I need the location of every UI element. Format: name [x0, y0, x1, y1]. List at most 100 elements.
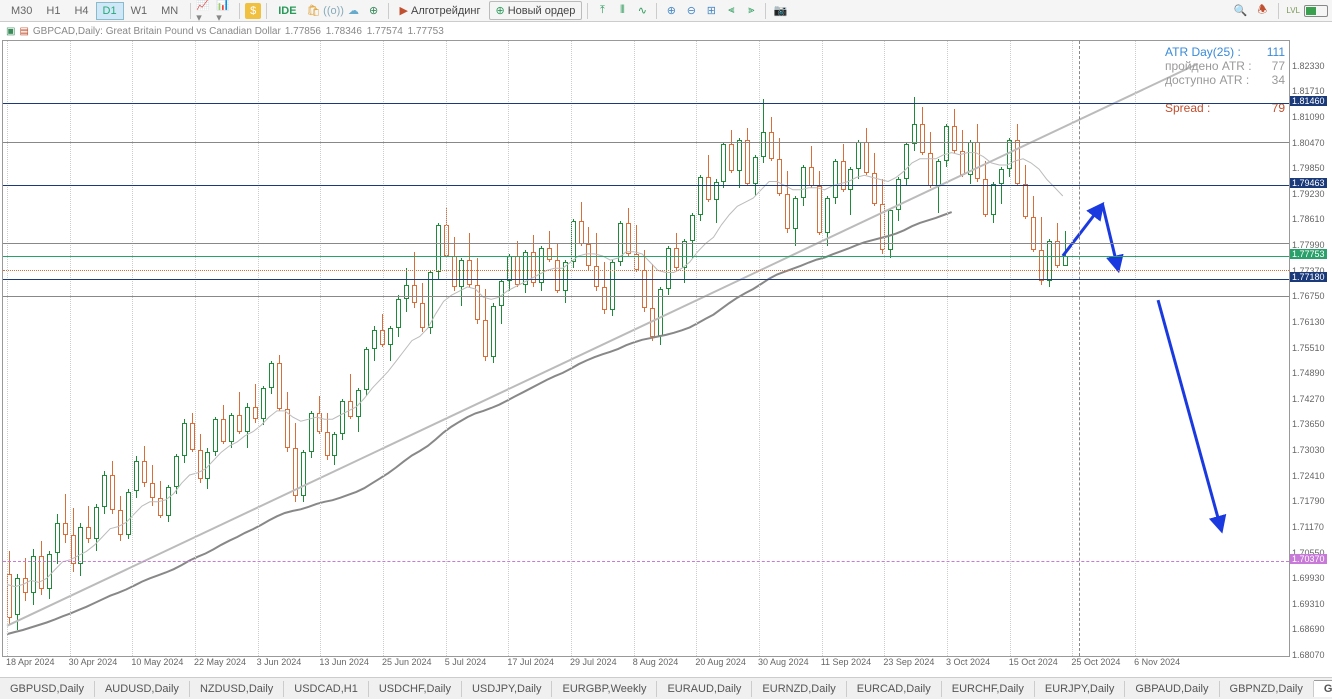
separator [656, 3, 657, 19]
atr-avail-label: доступно ATR : [1165, 73, 1249, 87]
price-tick: 1.75510 [1292, 343, 1325, 353]
price-marker: 1.70370 [1290, 554, 1327, 564]
price-tick: 1.74890 [1292, 368, 1325, 378]
dollar-icon[interactable]: $ [245, 3, 261, 19]
tab-eurgbp-weekly[interactable]: EURGBP,Weekly [552, 681, 657, 697]
alerts-icon[interactable]: 🕭 [1253, 2, 1271, 20]
new-order-button[interactable]: ⊕Новый ордер [489, 1, 583, 20]
zoom-in-icon[interactable]: ⊕ [662, 2, 680, 20]
tab-euraud-daily[interactable]: EURAUD,Daily [657, 681, 752, 697]
date-tick: 30 Aug 2024 [758, 657, 809, 667]
price-tick: 1.68690 [1292, 624, 1325, 634]
tab-eurnzd-daily[interactable]: EURNZD,Daily [752, 681, 846, 697]
date-tick: 25 Oct 2024 [1071, 657, 1120, 667]
window-icon: ▣ [6, 26, 15, 37]
price-tick: 1.79230 [1292, 189, 1325, 199]
separator [587, 3, 588, 19]
level-line [3, 296, 1289, 297]
date-tick: 13 Jun 2024 [319, 657, 369, 667]
date-tick: 5 Jul 2024 [445, 657, 487, 667]
tab-nzdusd-daily[interactable]: NZDUSD,Daily [190, 681, 284, 697]
zoom-out-icon[interactable]: ⊖ [682, 2, 700, 20]
date-tick: 22 May 2024 [194, 657, 246, 667]
price-marker: 1.77753 [1290, 249, 1327, 259]
timeframe-h1[interactable]: H1 [39, 2, 67, 20]
chart-type-icon[interactable]: 📈▾ [196, 2, 214, 20]
date-tick: 3 Jun 2024 [257, 657, 302, 667]
toolbar: M30H1H4D1W1MN 📈▾ 📊▾ $ IDE 🛍 ((o)) ☁ ⊕ ▶А… [0, 0, 1332, 22]
forecast-arrow [1102, 204, 1118, 270]
price-tick: 1.82330 [1292, 61, 1325, 71]
tab-eurchf-daily[interactable]: EURCHF,Daily [942, 681, 1035, 697]
date-tick: 23 Sep 2024 [883, 657, 934, 667]
tab-eurjpy-daily[interactable]: EURJPY,Daily [1035, 681, 1126, 697]
separator [239, 3, 240, 19]
autotrading-button[interactable]: ▶Алготрейдинг [394, 2, 487, 19]
timeframe-h4[interactable]: H4 [67, 2, 95, 20]
price-marker: 1.77180 [1290, 272, 1327, 282]
atr-avail-value: 34 [1272, 73, 1285, 87]
tab-usdcad-h1[interactable]: USDCAD,H1 [284, 681, 369, 697]
tab-usdchf-daily[interactable]: USDCHF,Daily [369, 681, 462, 697]
separator [765, 3, 766, 19]
level-line [3, 256, 1289, 257]
grid-icon[interactable]: ⊞ [702, 2, 720, 20]
indicator-icon[interactable]: 📊▾ [216, 2, 234, 20]
screenshot-icon[interactable]: 📷 [771, 2, 789, 20]
forecast-arrow [1158, 300, 1222, 531]
price-tick: 1.76130 [1292, 317, 1325, 327]
mql-icon[interactable]: ⊕ [365, 2, 383, 20]
tab-audusd-daily[interactable]: AUDUSD,Daily [95, 681, 190, 697]
tab-gbpcad-daily[interactable]: GBPCAD,Daily [1314, 680, 1332, 697]
tab-usdjpy-daily[interactable]: USDJPY,Daily [462, 681, 553, 697]
date-tick: 10 May 2024 [131, 657, 183, 667]
scroll-right-icon[interactable]: ⫸ [742, 2, 760, 20]
battery-icon [1304, 5, 1328, 17]
atr-info-box: ATR Day(25) :111 пройдено ATR :77 доступ… [1165, 45, 1285, 115]
forecast-arrow [1063, 204, 1103, 256]
ide-button[interactable]: IDE [272, 3, 302, 19]
timeframe-m30[interactable]: M30 [4, 2, 39, 20]
timeframe-mn[interactable]: MN [154, 2, 185, 20]
price-tick: 1.71790 [1292, 496, 1325, 506]
price-tick: 1.69930 [1292, 573, 1325, 583]
vps-icon[interactable]: ☁ [345, 2, 363, 20]
tab-eurcad-daily[interactable]: EURCAD,Daily [847, 681, 942, 697]
timeframe-d1[interactable]: D1 [96, 2, 124, 20]
tab-gbpusd-daily[interactable]: GBPUSD,Daily [0, 681, 95, 697]
market-icon[interactable]: 🛍 [305, 2, 323, 20]
time-axis: 18 Apr 202430 Apr 202410 May 202422 May … [2, 657, 1290, 673]
atr-done-label: пройдено ATR : [1165, 59, 1252, 73]
search-icon[interactable]: 🔍 [1231, 2, 1249, 20]
atr-done-value: 77 [1272, 59, 1285, 73]
date-tick: 8 Aug 2024 [633, 657, 679, 667]
level-line [3, 243, 1289, 244]
tab-gbpaud-daily[interactable]: GBPAUD,Daily [1125, 681, 1219, 697]
price-tick: 1.72410 [1292, 471, 1325, 481]
price-tick: 1.81090 [1292, 112, 1325, 122]
tab-gbpnzd-daily[interactable]: GBPNZD,Daily [1220, 681, 1314, 697]
line-icon[interactable]: ∿ [633, 2, 651, 20]
price-tick: 1.74270 [1292, 394, 1325, 404]
chart-title-bar: ▣ ▤ GBPCAD,Daily: Great Britain Pound vs… [0, 22, 1332, 40]
date-tick: 30 Apr 2024 [69, 657, 118, 667]
date-tick: 6 Nov 2024 [1134, 657, 1180, 667]
date-tick: 20 Aug 2024 [695, 657, 746, 667]
price-tick: 1.68070 [1292, 650, 1325, 660]
price-marker: 1.79463 [1290, 178, 1327, 188]
chart-canvas[interactable]: ATR Day(25) :111 пройдено ATR :77 доступ… [2, 40, 1290, 657]
scroll-left-icon[interactable]: ⫷ [722, 2, 740, 20]
shift-icon[interactable]: ⤒ [593, 2, 611, 20]
price-tick: 1.69310 [1292, 599, 1325, 609]
candles-icon[interactable]: ⫴ [613, 2, 631, 20]
price-tick: 1.80470 [1292, 138, 1325, 148]
price-tick: 1.78610 [1292, 214, 1325, 224]
separator [388, 3, 389, 19]
date-tick: 29 Jul 2024 [570, 657, 617, 667]
level-line [3, 561, 1289, 562]
signals-icon[interactable]: ((o)) [325, 2, 343, 20]
timeframe-w1[interactable]: W1 [124, 2, 155, 20]
atr-day-label: ATR Day(25) : [1165, 45, 1241, 59]
ohlc-prices: 1.77856 1.78346 1.77574 1.77753 [285, 26, 446, 37]
price-tick: 1.71170 [1292, 522, 1324, 532]
